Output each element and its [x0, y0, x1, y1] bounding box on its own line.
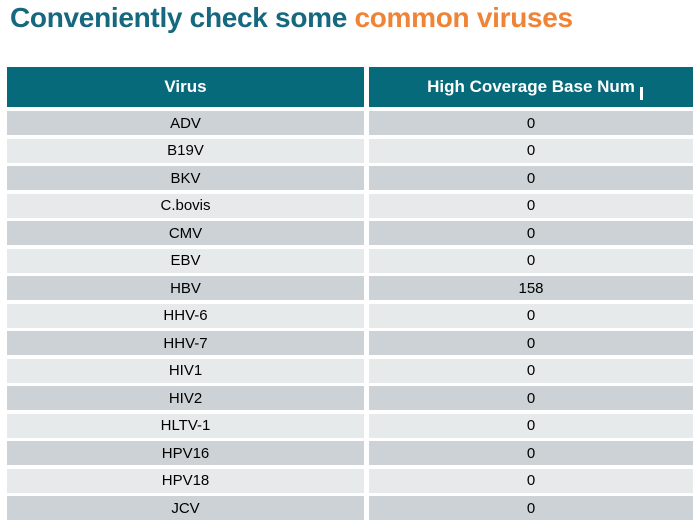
virus-cell: ADV — [7, 111, 364, 135]
value-cell: 0 — [369, 303, 693, 328]
title-main: Conveniently check some — [10, 2, 355, 33]
virus-cell: C.bovis — [7, 193, 364, 218]
value-cell: 0 — [369, 193, 693, 218]
virus-cell: JCV — [7, 496, 364, 520]
virus-cell: HLTV-1 — [7, 413, 364, 438]
page-title: Conveniently check some common viruses — [10, 0, 573, 36]
virus-cell: B19V — [7, 138, 364, 163]
virus-cell: HIV2 — [7, 386, 364, 410]
value-cell: 0 — [369, 111, 693, 135]
title-highlight: common viruses — [354, 2, 573, 33]
virus-cell: HHV-6 — [7, 303, 364, 328]
table-row: B19V 0 — [7, 138, 693, 163]
table-row: ADV 0 — [7, 111, 693, 135]
value-cell: 0 — [369, 441, 693, 465]
virus-table: Virus High Coverage Base Num ADV 0 B19V … — [7, 67, 693, 524]
table-row: HPV16 0 — [7, 441, 693, 465]
table-body: ADV 0 B19V 0 BKV 0 C.bovis 0 CMV 0 EBV 0… — [7, 111, 693, 520]
table-row: HHV-7 0 — [7, 331, 693, 355]
value-cell: 158 — [369, 276, 693, 300]
value-cell: 0 — [369, 358, 693, 383]
virus-cell: HHV-7 — [7, 331, 364, 355]
table-row: HPV18 0 — [7, 468, 693, 493]
virus-cell: EBV — [7, 248, 364, 273]
table-row: CMV 0 — [7, 221, 693, 245]
value-cell: 0 — [369, 386, 693, 410]
table-row: HLTV-1 0 — [7, 413, 693, 438]
value-cell: 0 — [369, 221, 693, 245]
cursor-artifact — [640, 87, 643, 100]
table-row: C.bovis 0 — [7, 193, 693, 218]
table-row: BKV 0 — [7, 166, 693, 190]
column-header-coverage: High Coverage Base Num — [369, 67, 693, 107]
virus-cell: BKV — [7, 166, 364, 190]
value-cell: 0 — [369, 248, 693, 273]
virus-cell: HPV16 — [7, 441, 364, 465]
virus-cell: CMV — [7, 221, 364, 245]
column-header-virus: Virus — [7, 67, 364, 107]
virus-cell: HPV18 — [7, 468, 364, 493]
value-cell: 0 — [369, 413, 693, 438]
virus-cell: HBV — [7, 276, 364, 300]
table-row: HIV1 0 — [7, 358, 693, 383]
table-row: HHV-6 0 — [7, 303, 693, 328]
table-row: EBV 0 — [7, 248, 693, 273]
value-cell: 0 — [369, 496, 693, 520]
table-row: HIV2 0 — [7, 386, 693, 410]
value-cell: 0 — [369, 468, 693, 493]
virus-cell: HIV1 — [7, 358, 364, 383]
table-row: JCV 0 — [7, 496, 693, 520]
value-cell: 0 — [369, 166, 693, 190]
table-header-row: Virus High Coverage Base Num — [7, 67, 693, 107]
value-cell: 0 — [369, 331, 693, 355]
table-row: HBV 158 — [7, 276, 693, 300]
value-cell: 0 — [369, 138, 693, 163]
